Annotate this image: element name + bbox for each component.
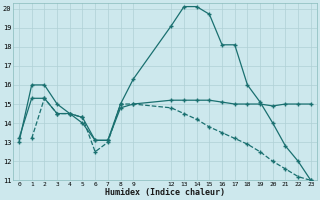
X-axis label: Humidex (Indice chaleur): Humidex (Indice chaleur) bbox=[105, 188, 225, 197]
